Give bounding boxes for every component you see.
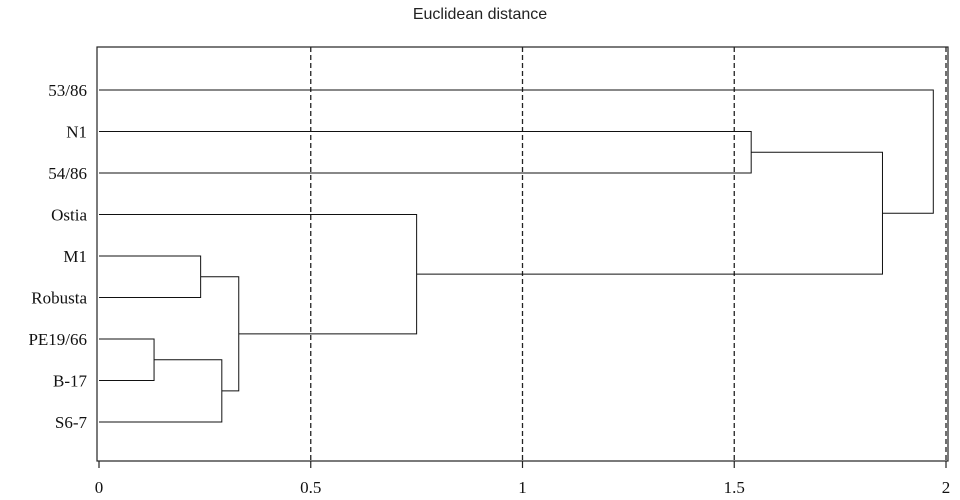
leaf-label: 53/86 bbox=[48, 81, 87, 100]
dendrogram-link bbox=[200, 276, 240, 392]
x-tick-label: 0 bbox=[95, 478, 104, 497]
dendrogram-link bbox=[99, 131, 752, 174]
x-tick-label: 2 bbox=[942, 478, 951, 497]
dendrogram-link bbox=[99, 89, 934, 214]
x-tick-label: 1.5 bbox=[724, 478, 745, 497]
x-axis-ticks: 0 0.5 1 1.5 2 bbox=[95, 461, 951, 497]
grid-lines bbox=[310, 47, 947, 461]
leaf-label: S6-7 bbox=[55, 413, 88, 432]
plot-frame bbox=[96, 46, 949, 462]
leaf-labels: 53/86 N1 54/86 Ostia M1 Robusta PE19/66 B-17 S6-… bbox=[28, 81, 87, 432]
leaf-label: N1 bbox=[66, 123, 87, 142]
leaf-label: Robusta bbox=[31, 289, 87, 308]
dendrogram-link bbox=[99, 359, 223, 423]
leaf-label: PE19/66 bbox=[28, 330, 87, 349]
leaf-label: Ostia bbox=[51, 206, 87, 225]
x-tick-label: 1 bbox=[518, 478, 527, 497]
leaf-label: B-17 bbox=[53, 372, 88, 391]
dendrogram-link bbox=[99, 255, 202, 298]
leaf-label: M1 bbox=[63, 247, 87, 266]
chart-title: Euclidean distance bbox=[412, 6, 548, 23]
x-tick-label: 0.5 bbox=[300, 478, 321, 497]
dendrogram-link bbox=[99, 214, 418, 335]
dendrogram-link bbox=[416, 151, 883, 275]
dendrogram-links bbox=[99, 89, 934, 423]
dendrogram-link bbox=[99, 338, 155, 381]
leaf-label: 54/86 bbox=[48, 164, 87, 183]
